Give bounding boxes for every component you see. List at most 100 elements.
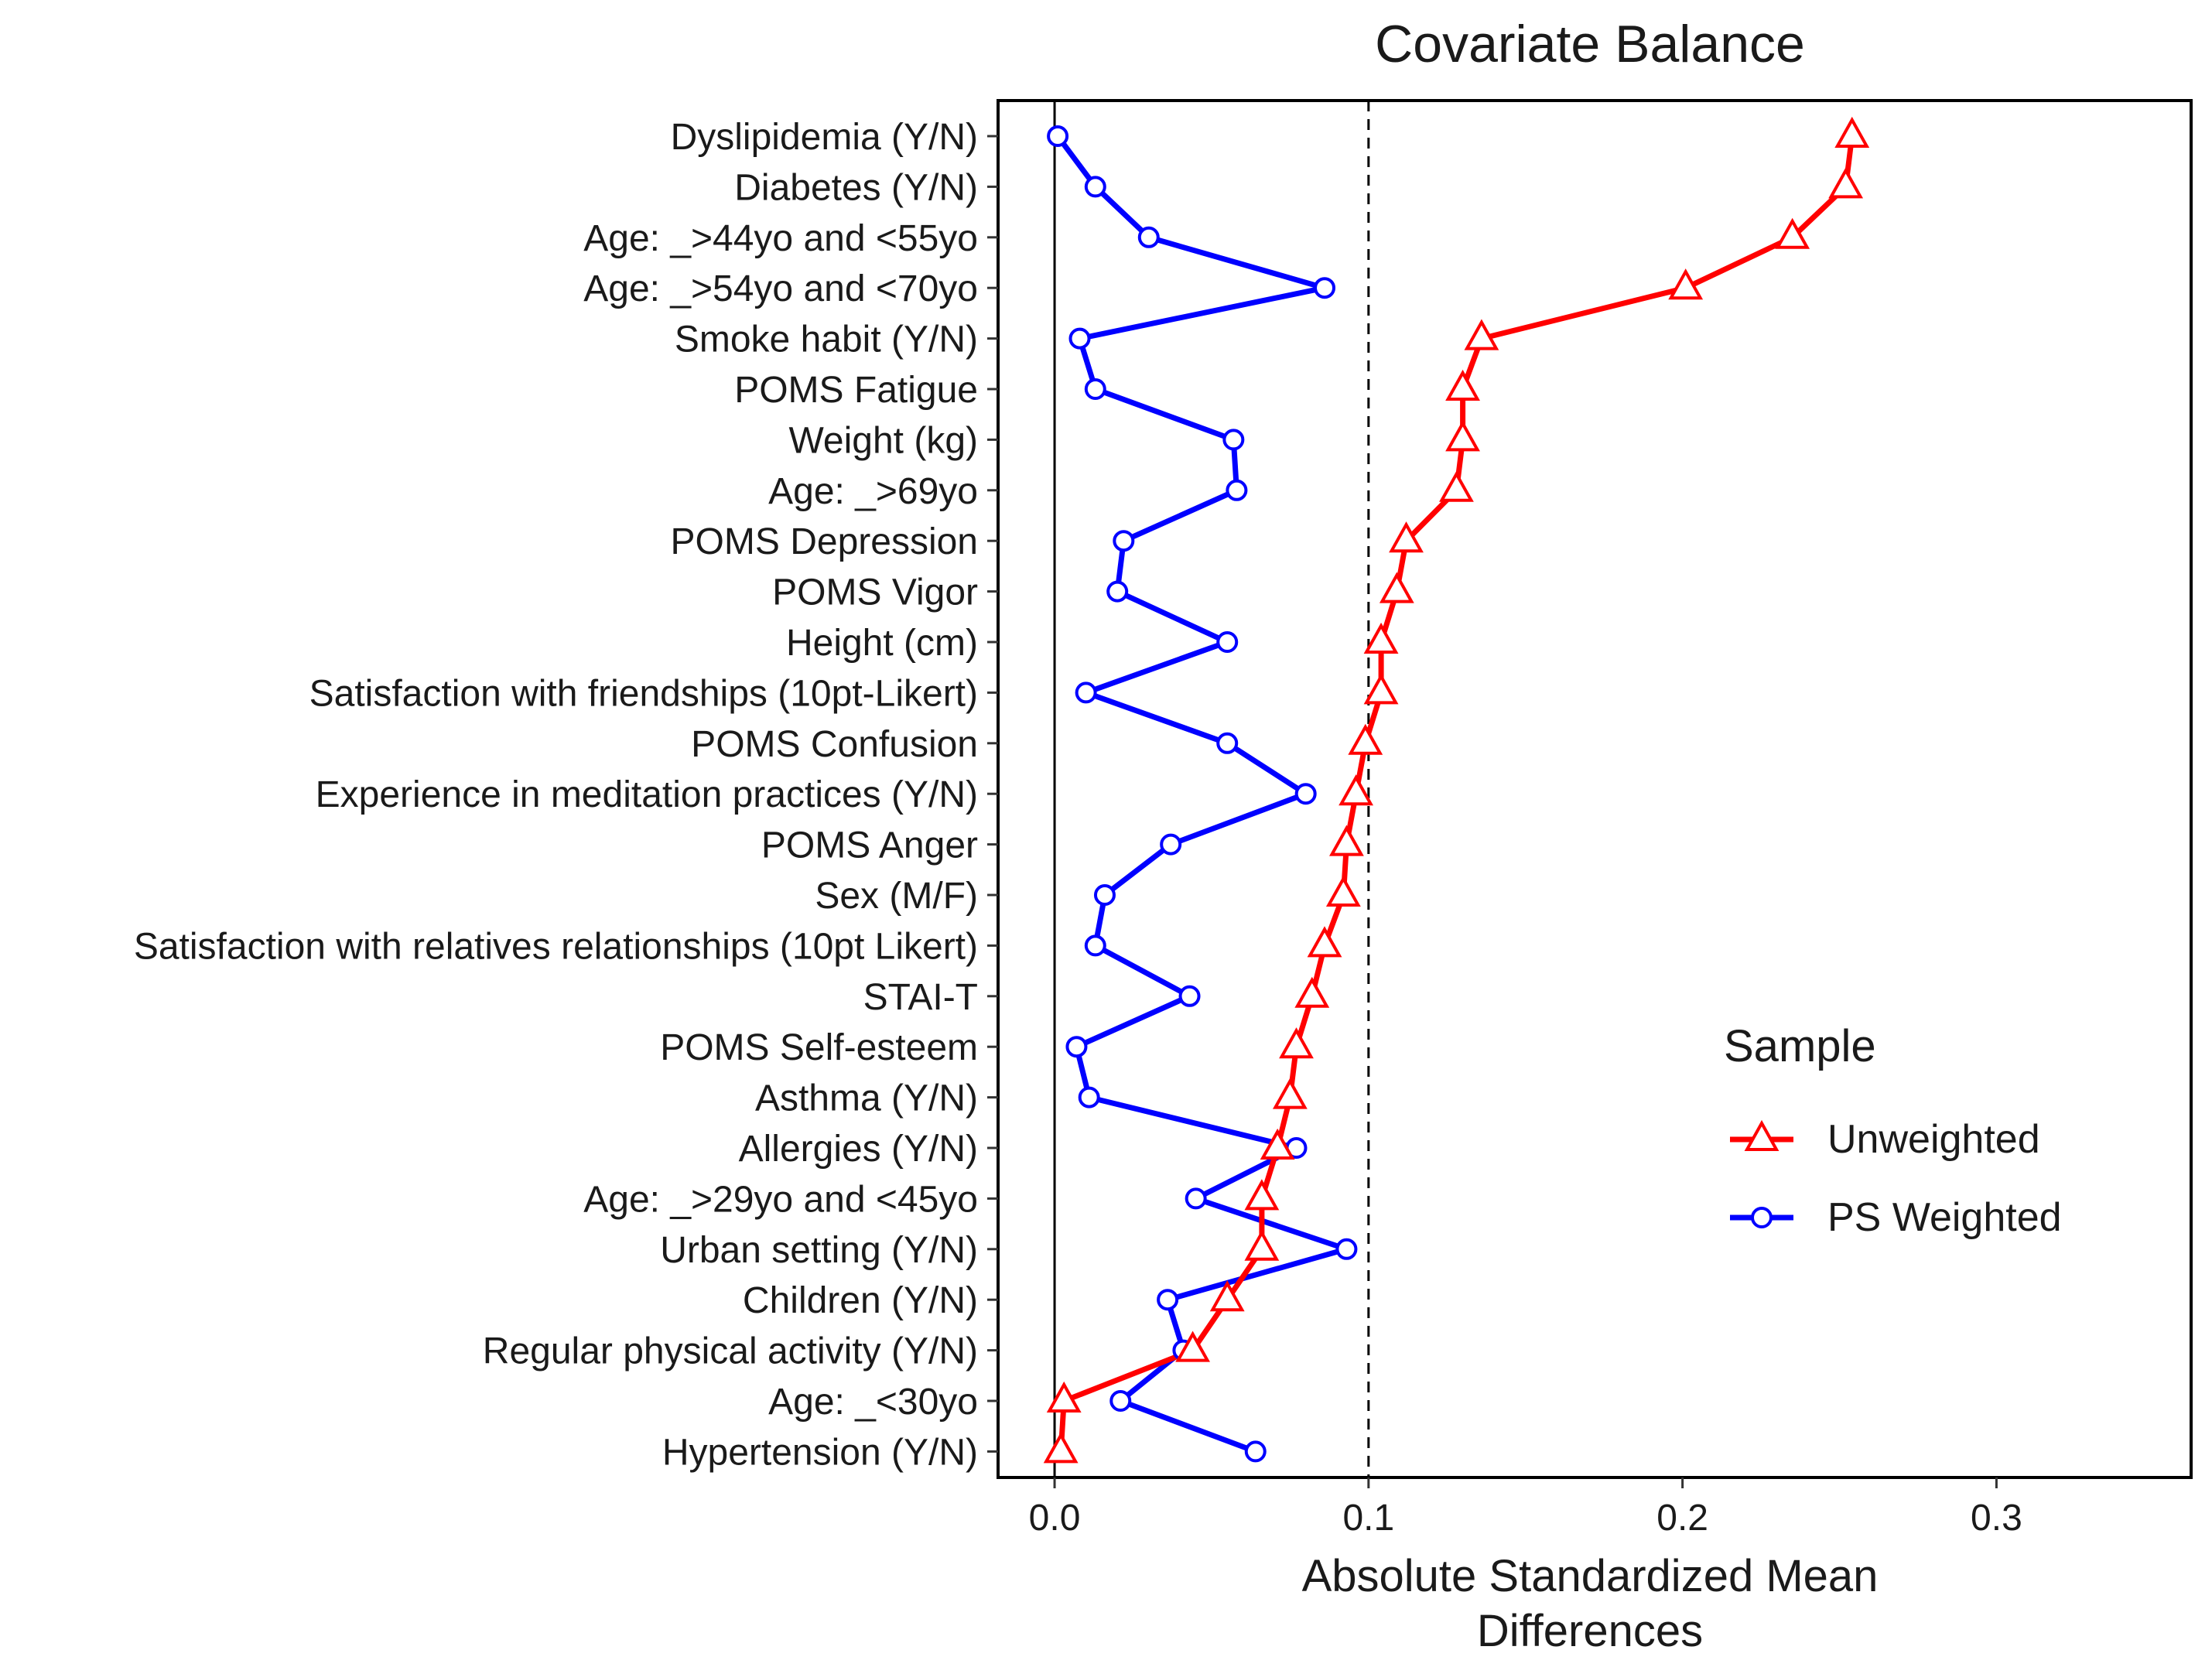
point-unweighted-children-y-n xyxy=(1209,1280,1245,1312)
x-tick-label-2: 0.2 xyxy=(1656,1498,1708,1539)
y-tick-label-height-cm: Height (cm) xyxy=(786,623,978,664)
point-unweighted-poms-anger xyxy=(1329,825,1364,856)
legend-entry-ps-weighted: PS Weighted xyxy=(1730,1195,2062,1240)
y-tick-label-diabetes-y-n: Diabetes (Y/N) xyxy=(734,167,978,208)
y-tick-label-age-44yo-and-55yo: Age: _>44yo and <55yo xyxy=(583,218,978,259)
point-ps-weighted-poms-confusion xyxy=(1216,732,1239,754)
markers-unweighted xyxy=(1043,116,1870,1464)
legend-title: Sample xyxy=(1724,1021,1876,1071)
legend-swatch-marker-ps-weighted xyxy=(1751,1207,1773,1228)
y-tick-label-children-y-n: Children (Y/N) xyxy=(743,1280,978,1321)
y-tick-label-dyslipidemia-y-n: Dyslipidemia (Y/N) xyxy=(671,117,978,158)
point-unweighted-age-54yo-and-70yo xyxy=(1668,268,1704,300)
y-tick-label-regular-physical-activity-y-n: Regular physical activity (Y/N) xyxy=(483,1331,978,1372)
point-unweighted-age-30yo xyxy=(1046,1381,1082,1413)
x-tick-label-0: 0.0 xyxy=(1029,1498,1081,1539)
y-tick-label-urban-setting-y-n: Urban setting (Y/N) xyxy=(660,1230,978,1271)
point-unweighted-poms-depression xyxy=(1389,521,1424,553)
legend-label-unweighted: Unweighted xyxy=(1827,1117,2040,1162)
point-ps-weighted-age-69yo xyxy=(1226,479,1248,501)
point-unweighted-poms-confusion xyxy=(1348,723,1383,755)
point-ps-weighted-poms-fatigue xyxy=(1084,378,1106,400)
y-tick-label-allergies-y-n: Allergies (Y/N) xyxy=(739,1129,978,1170)
point-ps-weighted-dyslipidemia-y-n xyxy=(1047,125,1069,147)
point-ps-weighted-age-30yo xyxy=(1109,1390,1132,1412)
point-unweighted-weight-kg xyxy=(1445,420,1480,452)
point-unweighted-stai-t xyxy=(1294,976,1330,1008)
point-ps-weighted-sex-m-f xyxy=(1093,884,1116,906)
point-ps-weighted-weight-kg xyxy=(1222,429,1245,451)
x-axis-label-line-2: Differences xyxy=(1477,1606,1703,1656)
point-unweighted-experience-in-meditation-practices-y-n xyxy=(1338,774,1374,806)
point-unweighted-regular-physical-activity-y-n xyxy=(1175,1331,1210,1362)
point-unweighted-asthma-y-n xyxy=(1272,1078,1308,1109)
point-ps-weighted-diabetes-y-n xyxy=(1084,176,1106,198)
point-unweighted-urban-setting-y-n xyxy=(1244,1229,1280,1261)
point-ps-weighted-children-y-n xyxy=(1157,1289,1179,1311)
point-unweighted-age-44yo-and-55yo xyxy=(1775,217,1810,249)
y-tick-label-age-30yo: Age: _<30yo xyxy=(768,1382,978,1423)
y-tick-label-poms-self-esteem: POMS Self-esteem xyxy=(660,1027,978,1068)
point-unweighted-allergies-y-n xyxy=(1260,1128,1295,1160)
point-unweighted-dyslipidemia-y-n xyxy=(1834,116,1870,148)
y-axis: Dyslipidemia (Y/N) Diabetes (Y/N) Age: _>4… xyxy=(134,117,998,1473)
point-ps-weighted-satisfaction-with-friendships-10pt-likert xyxy=(1075,681,1097,704)
point-ps-weighted-age-44yo-and-55yo xyxy=(1137,226,1160,248)
legend-swatch-marker-unweighted xyxy=(1744,1119,1780,1151)
point-unweighted-satisfaction-with-friendships-10pt-likert xyxy=(1363,673,1399,705)
y-tick-label-asthma-y-n: Asthma (Y/N) xyxy=(755,1078,978,1119)
point-unweighted-poms-self-esteem xyxy=(1279,1027,1314,1059)
legend-entry-unweighted: Unweighted xyxy=(1730,1117,2040,1162)
y-tick-label-hypertension-y-n: Hypertension (Y/N) xyxy=(662,1432,978,1473)
point-ps-weighted-poms-vigor xyxy=(1106,580,1129,603)
point-ps-weighted-satisfaction-with-relatives-relationships-10pt-likert xyxy=(1084,934,1106,957)
point-unweighted-diabetes-y-n xyxy=(1828,167,1864,199)
point-unweighted-smoke-habit-y-n xyxy=(1464,319,1499,350)
y-tick-label-poms-depression: POMS Depression xyxy=(671,521,978,562)
point-ps-weighted-asthma-y-n xyxy=(1078,1086,1100,1108)
point-ps-weighted-poms-self-esteem xyxy=(1065,1036,1088,1058)
point-unweighted-satisfaction-with-relatives-relationships-10pt-likert xyxy=(1307,926,1342,958)
reference-lines xyxy=(1053,101,1370,1477)
y-tick-label-weight-kg: Weight (kg) xyxy=(788,420,978,461)
series-layer xyxy=(1043,116,1870,1464)
point-ps-weighted-experience-in-meditation-practices-y-n xyxy=(1294,783,1317,805)
x-axis: 0.0 0.1 0.2 0.3 xyxy=(1029,1477,2022,1539)
point-unweighted-height-cm xyxy=(1363,622,1399,654)
y-tick-label-satisfaction-with-relatives-relationships-10pt-likert: Satisfaction with relatives relationship… xyxy=(134,926,978,967)
y-tick-label-poms-confusion: POMS Confusion xyxy=(691,724,978,765)
point-unweighted-hypertension-y-n xyxy=(1043,1432,1079,1464)
point-ps-weighted-urban-setting-y-n xyxy=(1335,1238,1358,1260)
x-axis-label-line-1: Absolute Standardized Mean xyxy=(1302,1551,1879,1601)
y-tick-label-satisfaction-with-friendships-10pt-likert: Satisfaction with friendships (10pt-Like… xyxy=(309,673,978,714)
point-unweighted-poms-fatigue xyxy=(1445,369,1480,401)
point-ps-weighted-age-54yo-and-70yo xyxy=(1314,277,1336,299)
x-tick-label-1: 0.1 xyxy=(1342,1498,1394,1539)
markers-ps-weighted xyxy=(1047,125,1358,1463)
y-tick-label-age-29yo-and-45yo: Age: _>29yo and <45yo xyxy=(583,1179,978,1220)
point-unweighted-poms-vigor xyxy=(1379,572,1414,603)
y-tick-label-experience-in-meditation-practices-y-n: Experience in meditation practices (Y/N) xyxy=(316,774,978,815)
point-ps-weighted-height-cm xyxy=(1216,631,1239,653)
point-ps-weighted-smoke-habit-y-n xyxy=(1068,327,1091,350)
point-ps-weighted-poms-anger xyxy=(1160,833,1182,856)
y-tick-label-poms-vigor: POMS Vigor xyxy=(772,572,978,613)
y-tick-label-poms-anger: POMS Anger xyxy=(761,825,978,866)
y-tick-label-smoke-habit-y-n: Smoke habit (Y/N) xyxy=(675,319,978,360)
legend: Sample Unweighted PS Weighted xyxy=(1724,1021,2062,1240)
legend-label-ps-weighted: PS Weighted xyxy=(1827,1195,2062,1240)
point-ps-weighted-poms-depression xyxy=(1113,530,1135,552)
chart-title: Covariate Balance xyxy=(1375,15,1805,73)
legend-entries: Unweighted PS Weighted xyxy=(1730,1117,2062,1240)
x-tick-label-3: 0.3 xyxy=(1971,1498,2022,1539)
y-tick-label-age-54yo-and-70yo: Age: _>54yo and <70yo xyxy=(583,268,978,309)
y-tick-label-age-69yo: Age: _>69yo xyxy=(768,471,978,512)
y-tick-label-sex-m-f: Sex (M/F) xyxy=(815,876,978,917)
point-unweighted-age-29yo-and-45yo xyxy=(1244,1179,1280,1211)
point-unweighted-sex-m-f xyxy=(1325,875,1361,907)
point-ps-weighted-stai-t xyxy=(1178,985,1201,1007)
plot-panel-border xyxy=(997,99,2193,1479)
point-ps-weighted-age-29yo-and-45yo xyxy=(1185,1187,1207,1210)
